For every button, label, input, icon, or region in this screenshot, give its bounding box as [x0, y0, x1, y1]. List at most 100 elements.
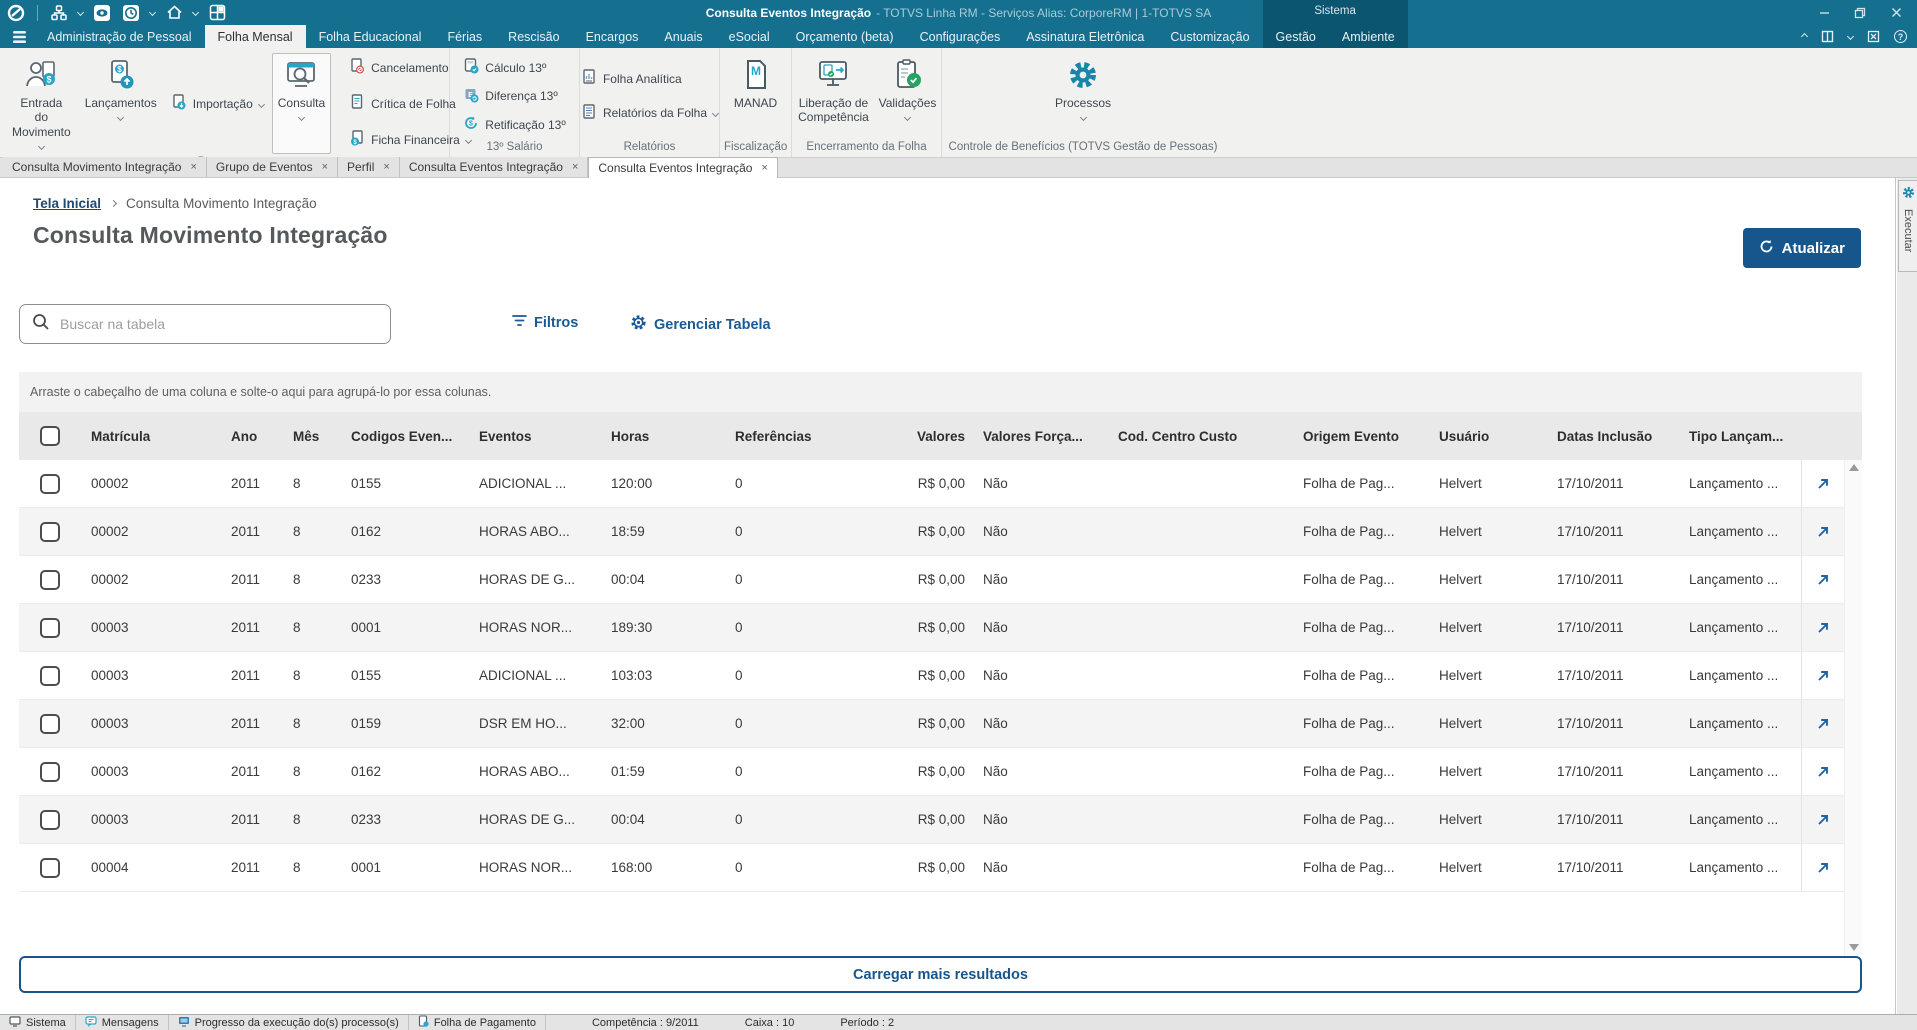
help-icon[interactable]: ? — [1894, 30, 1907, 43]
table-row[interactable]: 00003 2011 8 0155 ADICIONAL ... 103:03 0… — [19, 652, 1844, 700]
status-progresso[interactable]: Progresso da execução do(s) processo(s) — [169, 1015, 409, 1030]
row-checkbox[interactable] — [40, 665, 60, 686]
open-row-action[interactable] — [1801, 796, 1844, 843]
row-checkbox[interactable] — [40, 569, 60, 590]
document-tab[interactable]: Perfil × — [338, 157, 400, 177]
cancelamento-button[interactable]: Cancelamento — [343, 56, 477, 79]
status-mensagens[interactable]: Mensagens — [76, 1015, 169, 1030]
document-tab[interactable]: Consulta Movimento Integração × — [3, 157, 207, 177]
table-row[interactable]: 00002 2011 8 0155 ADICIONAL ... 120:00 0… — [19, 460, 1844, 508]
table-row[interactable]: 00002 2011 8 0233 HORAS DE G... 00:04 0 … — [19, 556, 1844, 604]
row-checkbox[interactable] — [40, 713, 60, 734]
status-folha-pagamento[interactable]: Folha de Pagamento — [409, 1015, 546, 1030]
window-switch-icon[interactable] — [1821, 30, 1834, 43]
scheduler-icon[interactable] — [121, 3, 141, 23]
tab-close-icon[interactable]: × — [321, 161, 329, 173]
open-row-action[interactable] — [1801, 604, 1844, 651]
tab-close-icon[interactable]: × — [761, 162, 768, 174]
column-header[interactable]: Referências — [735, 428, 812, 444]
open-row-action[interactable] — [1801, 700, 1844, 747]
column-header[interactable]: Valores Força... — [983, 428, 1083, 444]
open-row-action[interactable] — [1801, 508, 1844, 555]
tab-close-icon[interactable]: × — [383, 161, 390, 173]
consulta-button[interactable]: Consulta — [271, 53, 332, 155]
restore-button[interactable] — [1845, 3, 1875, 23]
menu-tab[interactable]: Folha Mensal — [204, 25, 306, 48]
row-checkbox[interactable] — [40, 857, 60, 878]
scroll-down-arrow-icon[interactable] — [1848, 944, 1859, 951]
validacoes-button[interactable]: Validações — [877, 53, 939, 139]
menu-tab[interactable]: Anuais — [664, 29, 703, 44]
retificacao-13-button[interactable]: $ Retificação 13º — [457, 113, 571, 136]
row-checkbox[interactable] — [40, 521, 60, 542]
window-grid-icon[interactable] — [207, 3, 227, 23]
row-checkbox[interactable] — [40, 761, 60, 782]
row-checkbox[interactable] — [40, 473, 60, 494]
open-row-action[interactable] — [1801, 748, 1844, 795]
menu-tab[interactable]: Orçamento (beta) — [795, 29, 894, 44]
menu-tab[interactable]: Folha Educacional — [318, 29, 422, 44]
open-row-action[interactable] — [1801, 652, 1844, 699]
column-header[interactable]: Usuário — [1439, 428, 1490, 444]
column-header[interactable]: Matrícula — [91, 428, 151, 444]
vertical-scrollbar[interactable] — [1844, 460, 1862, 955]
load-more-button[interactable]: Carregar mais resultados — [19, 956, 1862, 993]
column-header[interactable]: Horas — [611, 428, 650, 444]
select-all-checkbox[interactable] — [40, 426, 60, 446]
chevron-down-icon[interactable] — [1846, 32, 1855, 41]
document-tab[interactable]: Consulta Eventos Integração × — [588, 157, 778, 178]
ficha-financeira-button[interactable]: $ Ficha Financeira — [343, 128, 477, 151]
processos-button[interactable]: Processos — [1045, 53, 1121, 139]
table-row[interactable]: 00003 2011 8 0159 DSR EM HO... 32:00 0 R… — [19, 700, 1844, 748]
column-header[interactable]: Ano — [231, 428, 258, 444]
column-header[interactable]: Valores — [916, 428, 965, 444]
table-row[interactable]: 00003 2011 8 0162 HORAS ABO... 01:59 0 R… — [19, 748, 1844, 796]
collapse-ribbon-icon[interactable] — [1800, 32, 1809, 41]
open-row-action[interactable] — [1801, 556, 1844, 603]
document-tab[interactable]: Grupo de Eventos × — [206, 157, 339, 177]
menu-tab[interactable]: Assinatura Eletrônica — [1026, 29, 1145, 44]
close-window-icon[interactable] — [1867, 30, 1880, 43]
relatorios-folha-button[interactable]: Relatórios da Folha — [575, 102, 724, 125]
filters-button[interactable]: Filtros — [512, 314, 578, 331]
chevron-down-icon[interactable] — [191, 8, 200, 17]
critica-folha-button[interactable]: Crítica de Folha — [343, 92, 477, 115]
lancamentos-button[interactable]: $ Lançamentos — [79, 53, 163, 154]
column-header[interactable]: Datas Inclusão — [1557, 428, 1653, 444]
column-header[interactable]: Codigos Even... — [351, 428, 453, 444]
manage-table-button[interactable]: Gerenciar Tabela — [630, 314, 771, 335]
table-row[interactable]: 00002 2011 8 0162 HORAS ABO... 18:59 0 R… — [19, 508, 1844, 556]
table-row[interactable]: 00004 2011 8 0001 HORAS NOR... 168:00 0 … — [19, 844, 1844, 892]
column-header[interactable]: Origem Evento — [1303, 428, 1400, 444]
close-button[interactable] — [1881, 3, 1911, 23]
document-tab[interactable]: Consulta Eventos Integração × — [399, 157, 589, 177]
status-sistema[interactable]: Sistema — [0, 1015, 76, 1030]
column-header[interactable]: Cod. Centro Custo — [1118, 428, 1238, 444]
executar-side-tab[interactable]: Executar — [1898, 180, 1917, 272]
tab-close-icon[interactable]: × — [190, 161, 197, 173]
menu-tab[interactable]: Encargos — [585, 29, 639, 44]
menu-tab[interactable]: Ambiente — [1341, 29, 1395, 44]
chevron-down-icon[interactable] — [76, 8, 85, 17]
menu-tab[interactable]: Customização — [1170, 29, 1250, 44]
menu-tab[interactable]: Administração de Pessoal — [47, 29, 192, 44]
open-row-action[interactable] — [1801, 844, 1844, 891]
liberacao-competencia-button[interactable]: Liberação de Competência — [795, 53, 873, 139]
manad-button[interactable]: M MANAD — [726, 53, 785, 139]
importacao-button[interactable]: Importação — [165, 92, 270, 115]
open-row-action[interactable] — [1801, 460, 1844, 507]
table-row[interactable]: 00003 2011 8 0001 HORAS NOR... 189:30 0 … — [19, 604, 1844, 652]
menu-tab[interactable]: eSocial — [728, 29, 770, 44]
entrada-movimento-button[interactable]: $ Entrada do Movimento — [6, 53, 77, 154]
scroll-up-arrow-icon[interactable] — [1848, 464, 1859, 471]
menu-tab[interactable]: Configurações — [919, 29, 1001, 44]
minimize-button[interactable] — [1809, 3, 1839, 23]
search-input[interactable] — [60, 316, 378, 332]
atualizar-button[interactable]: Atualizar — [1742, 228, 1861, 268]
column-header[interactable]: Tipo Lançam... — [1689, 428, 1784, 444]
diferenca-13-button[interactable]: E Diferença 13º — [457, 85, 571, 108]
workflow-icon[interactable] — [49, 3, 69, 23]
menu-tab[interactable]: Rescisão — [508, 29, 560, 44]
chevron-down-icon[interactable] — [148, 8, 157, 17]
menu-tab[interactable]: Férias — [447, 29, 483, 44]
